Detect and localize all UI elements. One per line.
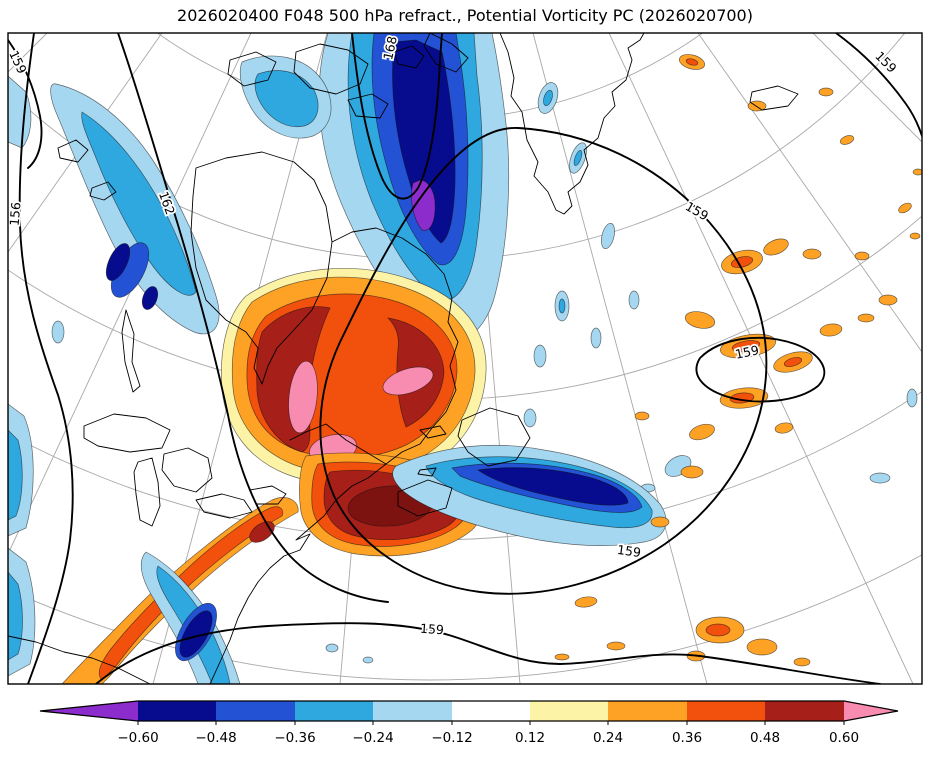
pv-blob-positive bbox=[606, 641, 626, 651]
colorbar-tick-label: 0.12 bbox=[515, 730, 545, 746]
colorbar-segment bbox=[530, 701, 608, 721]
pv-blob-positive bbox=[731, 340, 761, 352]
pv-blob-positive bbox=[574, 596, 598, 608]
colorbar-segment bbox=[452, 701, 530, 721]
pv-blob-positive bbox=[793, 657, 811, 667]
contour-159-topleft bbox=[8, 39, 43, 169]
pv-blob-positive-extreme bbox=[382, 366, 434, 396]
pv-blob-positive bbox=[634, 411, 650, 421]
colorbar-tick-label: −0.24 bbox=[352, 730, 393, 746]
pv-blob-positive bbox=[680, 465, 704, 479]
pv-blob-negative bbox=[869, 472, 891, 484]
pv-blob-negative bbox=[543, 89, 553, 107]
pv-blob-negative bbox=[628, 290, 640, 310]
pv-blob-negative bbox=[523, 408, 537, 428]
graticule-parallel bbox=[8, 554, 922, 681]
pv-blob-negative bbox=[906, 388, 918, 408]
contour-label: 159 bbox=[420, 621, 445, 638]
colorbar-tick-label: −0.60 bbox=[117, 730, 158, 746]
pv-blob-positive bbox=[746, 638, 778, 656]
pv-blob-positive bbox=[554, 653, 570, 661]
figure-title: 2026020400 F048 500 hPa refract., Potent… bbox=[177, 6, 753, 25]
pv-blob-positive bbox=[802, 248, 822, 260]
coastlines bbox=[8, 33, 799, 684]
map-border bbox=[7, 32, 923, 685]
pv-blob-positive bbox=[857, 313, 875, 323]
contour-168 bbox=[351, 33, 443, 200]
colorbar-segment bbox=[138, 701, 216, 721]
colorbar-tick-label: −0.12 bbox=[431, 730, 472, 746]
contour-label: 159 bbox=[616, 542, 642, 560]
contour-label: 159 bbox=[734, 342, 761, 362]
colorbar-arrow-right bbox=[844, 701, 898, 721]
pv-blob-positive-extreme bbox=[288, 360, 318, 434]
pv-blob-positive bbox=[878, 294, 898, 306]
contour-159-bottom bbox=[95, 622, 881, 684]
pv-blob-negative bbox=[105, 243, 131, 281]
colorbar-tick-label: 0.24 bbox=[593, 730, 623, 746]
pv-blob-negative bbox=[362, 656, 374, 664]
contour-159-lens bbox=[695, 336, 826, 403]
colorbar-segment bbox=[765, 701, 844, 721]
colorbar-segment bbox=[216, 701, 295, 721]
pv-blob-negative bbox=[533, 344, 547, 368]
pv-blob-negative bbox=[51, 320, 65, 344]
pv-blob-positive bbox=[684, 311, 716, 329]
colorbar-tick-marks bbox=[137, 721, 845, 725]
colorbar-arrow-left bbox=[40, 701, 138, 721]
map-area bbox=[8, 33, 922, 684]
pv-blob-positive bbox=[705, 623, 731, 637]
contour-lines bbox=[8, 33, 922, 684]
pv-blob-negative bbox=[558, 298, 566, 314]
pv-blob-positive bbox=[650, 516, 670, 528]
pv-blob-positive bbox=[854, 251, 870, 261]
pv-blob-positive bbox=[912, 168, 922, 176]
contour-159-ring bbox=[319, 127, 768, 595]
colorbar-tick-label: 0.36 bbox=[672, 730, 702, 746]
colorbar-segment bbox=[373, 701, 452, 721]
pv-blob-positive bbox=[898, 202, 912, 214]
pv-blob-negative bbox=[325, 643, 339, 653]
colorbar-tick-label: 0.60 bbox=[829, 730, 859, 746]
contour-159-topright bbox=[835, 33, 922, 137]
pv-blob-positive bbox=[685, 58, 699, 66]
pv-blob-positive bbox=[839, 135, 855, 145]
pv-blob-negative bbox=[179, 610, 213, 658]
contour-156 bbox=[18, 33, 74, 684]
pv-blob-negative bbox=[141, 286, 159, 310]
pv-blob-positive bbox=[783, 357, 803, 367]
pv-blob-positive bbox=[909, 232, 921, 240]
pv-blob-positive bbox=[763, 238, 789, 256]
colorbar-segment bbox=[295, 701, 373, 721]
pv-blob-negative bbox=[81, 111, 197, 296]
colorbar-tick-label: −0.36 bbox=[274, 730, 315, 746]
contour-label: 156 bbox=[6, 201, 23, 226]
colorbar-tick-label: −0.48 bbox=[195, 730, 236, 746]
pv-blob-negative bbox=[573, 150, 583, 166]
colorbar-tick-label: 0.48 bbox=[750, 730, 780, 746]
pv-blob-positive bbox=[819, 323, 843, 337]
pv-blob-negative bbox=[601, 222, 615, 250]
pv-blob-negative bbox=[590, 327, 602, 349]
pv-blob-negative bbox=[392, 39, 456, 244]
pv-blob-negative bbox=[8, 429, 23, 521]
colorbar-segment bbox=[608, 701, 687, 721]
colorbar-segment bbox=[687, 701, 765, 721]
contour-label: 168 bbox=[380, 35, 400, 62]
pv-blob-positive bbox=[689, 423, 715, 441]
colorbar: −0.60 −0.48 −0.36 −0.24 −0.12 0.12 0.24 … bbox=[39, 700, 899, 746]
pv-blob-positive bbox=[774, 422, 794, 434]
contour-162 bbox=[117, 33, 389, 603]
pv-blob-positive bbox=[818, 87, 834, 97]
pv-blob-negative bbox=[477, 467, 629, 506]
